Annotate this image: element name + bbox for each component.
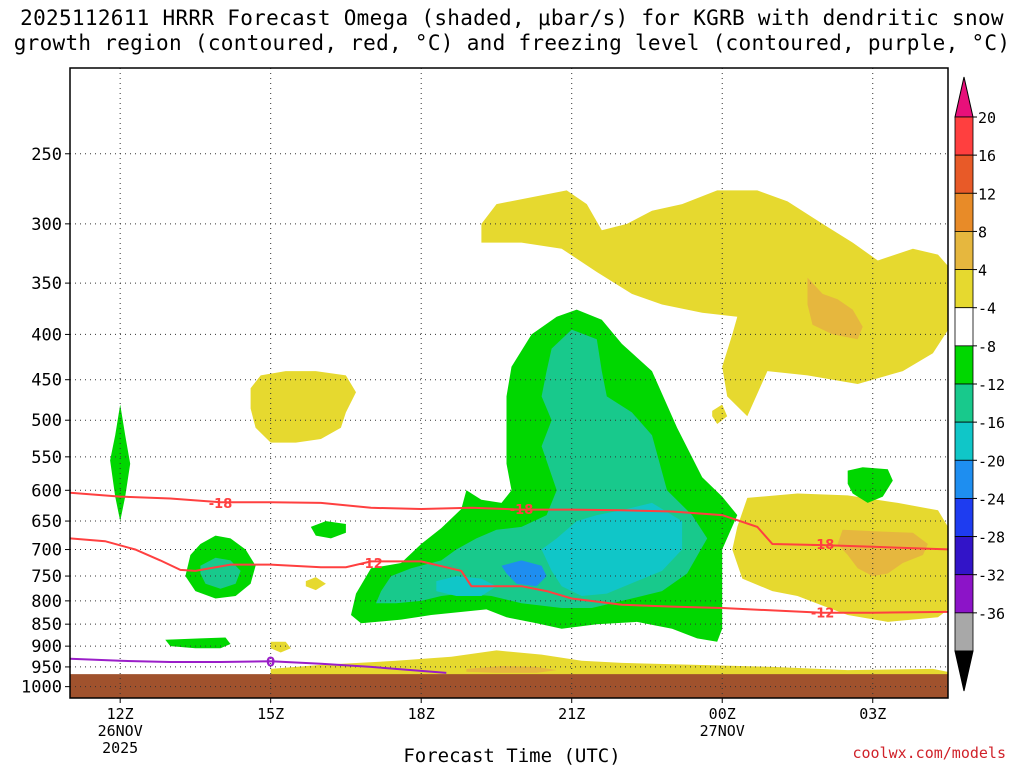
y-tick-label: 950 [31, 658, 62, 678]
omega-region-20 [847, 467, 893, 503]
title-line-1: 2025112611 HRRR Forecast Omega (shaded, … [20, 6, 1004, 30]
contour-label: -12 [811, 607, 835, 622]
omega-region-0 [481, 190, 948, 417]
x-tick-label: 12Z [107, 705, 134, 723]
colorbar-label: -20 [978, 452, 1005, 470]
chart-title: 2025112611 HRRR Forecast Omega (shaded, … [0, 6, 1024, 56]
y-tick-label: 800 [31, 592, 62, 612]
omega-region-13 [436, 576, 497, 596]
axes: 2503003504004505005506006507007508008509… [21, 67, 949, 757]
y-tick-label: 600 [31, 481, 62, 501]
y-tick-label: 350 [31, 274, 62, 294]
colorbar-swatch [954, 612, 974, 652]
colorbar-label: -8 [978, 338, 996, 356]
colorbar-label: 12 [978, 185, 996, 203]
y-tick-label: 450 [31, 371, 62, 391]
omega-region-12 [541, 502, 683, 596]
colorbar-label: -4 [978, 300, 996, 318]
contour-label: 0 [266, 656, 275, 671]
x-tick-label: 15Z [257, 705, 284, 723]
terrain-band [70, 674, 948, 698]
omega-region-15 [110, 404, 131, 522]
y-tick-label: 900 [31, 637, 62, 657]
x-tick-sublabel: 2025 [102, 739, 138, 757]
omega-region-18 [165, 637, 231, 649]
omega-region-4 [732, 493, 948, 622]
omega-region-7 [270, 650, 948, 677]
colorbar-swatch [954, 192, 974, 232]
credit-text: coolwx.com/models [852, 744, 1006, 762]
colorbar-label: 4 [978, 262, 987, 280]
plot-frame [69, 67, 949, 699]
omega-region-14 [501, 560, 547, 587]
contour-label: -18 [209, 497, 233, 512]
x-tick-label: 21Z [558, 705, 585, 723]
colorbar-label: -16 [978, 414, 1005, 432]
colorbar-label: -24 [978, 490, 1005, 508]
y-tick-label: 300 [31, 215, 62, 235]
contour-label: -18 [811, 538, 835, 553]
colorbar-swatch [954, 459, 974, 499]
x-axis-label: Forecast Time (UTC) [403, 745, 621, 767]
y-tick-label: 550 [31, 448, 62, 468]
omega-region-2 [250, 371, 356, 443]
colorbar: 20 16 12 8 4 -4 -8 -12 -16 -20 -24 -28 -32 -36 [954, 76, 1005, 692]
colorbar-top-arrow [954, 76, 974, 118]
colorbar-swatch [954, 345, 974, 385]
omega-region-19 [310, 521, 346, 539]
x-tick-label: 00Z [709, 705, 736, 723]
colorbar-label: -28 [978, 529, 1005, 547]
contour-line--18 [70, 491, 948, 551]
x-tick-sublabel: 27NOV [700, 722, 745, 740]
colorbar-swatch [954, 307, 974, 347]
contour-line--12 [70, 537, 948, 614]
omega-region-5 [837, 529, 928, 577]
colorbar-swatch [954, 269, 974, 309]
y-tick-label: 850 [31, 615, 62, 635]
x-tick-label: 03Z [859, 705, 886, 723]
colorbar-swatch [954, 421, 974, 461]
x-tick-sublabel: 26NOV [98, 722, 143, 740]
colorbar-swatch [954, 116, 974, 156]
omega-region-9 [305, 577, 326, 591]
title-line-2: growth region (contoured, red, °C) and f… [13, 31, 1011, 55]
colorbar-bottom-arrow [954, 650, 974, 692]
contour-line-0 [70, 657, 447, 674]
x-tick-label: 18Z [408, 705, 435, 723]
colorbar-swatch [954, 231, 974, 270]
y-tick-label: 400 [31, 325, 62, 345]
y-tick-label: 650 [31, 512, 62, 532]
omega-region-8 [466, 666, 557, 673]
colorbar-swatch [954, 498, 974, 537]
colorbar-label: -36 [978, 605, 1005, 623]
contour-label: -18 [510, 503, 534, 518]
y-tick-label: 1000 [21, 678, 62, 698]
colorbar-swatch [954, 574, 974, 614]
y-tick-label: 500 [31, 411, 62, 431]
colorbar-swatch [954, 383, 974, 423]
colorbar-label: -12 [978, 376, 1005, 394]
colorbar-label: 8 [978, 223, 987, 241]
colorbar-label: -32 [978, 567, 1005, 585]
colorbar-label: 20 [978, 109, 996, 127]
omega-region-6 [270, 641, 291, 653]
contour-label: -12 [359, 557, 383, 572]
colorbar-label: 16 [978, 147, 996, 165]
omega-region-3 [712, 404, 728, 424]
plot-area: -18 -18 -18 -12 -12 0 [70, 68, 948, 698]
omega-region-1 [807, 277, 863, 340]
colorbar-swatch [954, 536, 974, 576]
colorbar-swatch [954, 154, 974, 194]
y-tick-label: 700 [31, 541, 62, 561]
y-tick-label: 250 [31, 145, 62, 165]
y-tick-label: 750 [31, 567, 62, 587]
